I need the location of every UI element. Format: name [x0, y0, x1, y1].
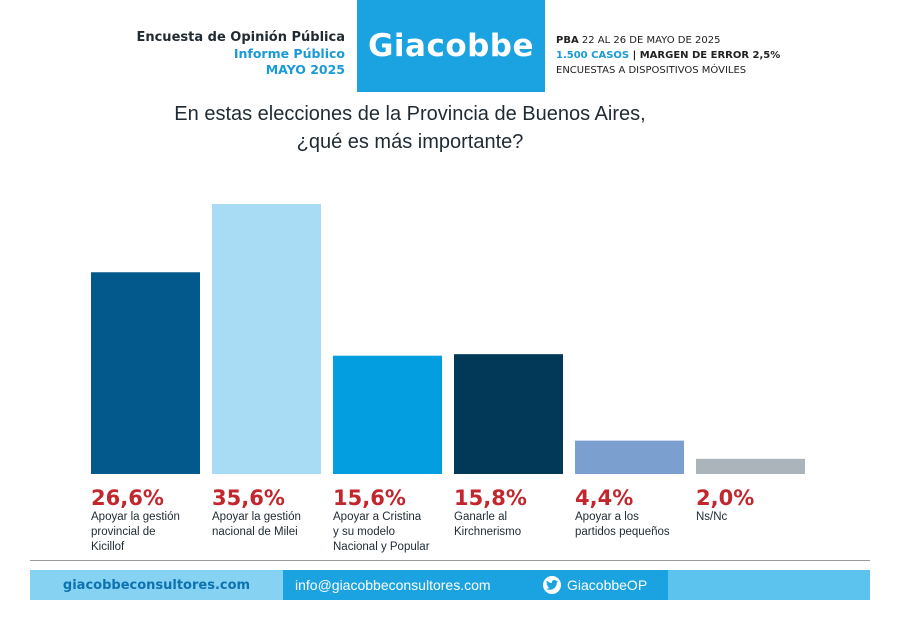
region-label: PBA: [556, 35, 579, 46]
survey-method: ENCUESTAS A DISPOSITIVOS MÓVILES: [556, 65, 747, 76]
category-label-6: Ns/Nc: [696, 511, 728, 523]
twitter-link[interactable]: GiacobbeOP: [533, 570, 668, 600]
header-survey-info: Encuesta de Opinión Pública Informe Públ…: [136, 30, 345, 78]
bar-chart: 26,6%Apoyar la gestión provincial de Kicil…: [91, 204, 805, 553]
footer-divider: [30, 560, 870, 561]
twitter-handle: GiacobbeOP: [567, 577, 648, 593]
bar-3: [333, 355, 442, 474]
header-methodology: PBA 22 AL 26 DE MAYO DE 2025 1.500 CASOS…: [556, 33, 780, 78]
category-label-3: Apoyar a Cristina y su modelo Nacional y P…: [333, 511, 430, 553]
report-type: Informe Público: [233, 46, 345, 61]
value-label-4: 15,8%: [454, 486, 527, 510]
survey-dates-line: PBA 22 AL 26 DE MAYO DE 2025: [556, 33, 780, 48]
chart-question: En estas elecciones de la Provincia de B…: [0, 100, 820, 156]
footer-bar: giacobbeconsultores.com info@giacobbecon…: [30, 570, 870, 600]
footer-spacer: [668, 570, 870, 600]
bar-4: [454, 354, 563, 474]
bar-1: [91, 272, 200, 474]
category-label-4: Ganarle al Kirchnerismo: [454, 511, 521, 538]
value-label-3: 15,6%: [333, 486, 406, 510]
report-date: MAYO 2025: [265, 62, 345, 77]
bar-2: [212, 204, 321, 474]
survey-dates: 22 AL 26 DE MAYO DE 2025: [578, 35, 721, 46]
question-line-2: ¿qué es más importante?: [296, 131, 524, 153]
twitter-bird-icon: [543, 576, 561, 594]
value-label-5: 4,4%: [575, 486, 633, 510]
margin-of-error: | MARGEN DE ERROR 2,5%: [629, 50, 781, 61]
giacobbe-logo: Giacobbe: [357, 0, 545, 92]
bar-6: [696, 458, 805, 474]
bar-5: [575, 440, 684, 474]
value-label-1: 26,6%: [91, 486, 164, 510]
email-link[interactable]: info@giacobbeconsultores.com: [283, 570, 533, 600]
question-line-1: En estas elecciones de la Provincia de B…: [174, 103, 646, 125]
survey-type: Encuesta de Opinión Pública: [136, 30, 345, 45]
value-label-2: 35,6%: [212, 486, 285, 510]
category-label-5: Apoyar a los partidos pequeños: [575, 511, 670, 538]
sample-line: 1.500 CASOS | MARGEN DE ERROR 2,5%: [556, 48, 780, 63]
website-link[interactable]: giacobbeconsultores.com: [30, 570, 283, 600]
category-label-2: Apoyar la gestión nacional de Milei: [212, 511, 301, 538]
sample-size: 1.500 CASOS: [556, 50, 630, 61]
value-label-6: 2,0%: [696, 486, 754, 510]
category-label-1: Apoyar la gestión provincial de Kicillof: [91, 511, 180, 553]
